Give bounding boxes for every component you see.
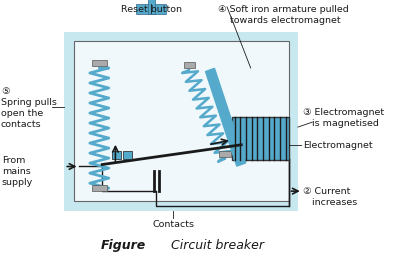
Text: Reset button: Reset button xyxy=(121,5,182,14)
Text: Electromagnet: Electromagnet xyxy=(303,141,372,150)
Bar xyxy=(112,151,121,159)
Text: Figure: Figure xyxy=(100,239,146,251)
Bar xyxy=(74,42,289,201)
Bar xyxy=(148,0,155,15)
Bar xyxy=(183,63,195,69)
Text: Circuit breaker: Circuit breaker xyxy=(171,239,264,251)
Bar xyxy=(123,151,133,159)
Text: From
mains
supply: From mains supply xyxy=(2,155,33,186)
Bar xyxy=(136,5,166,15)
Bar xyxy=(64,33,298,211)
Bar xyxy=(92,185,107,191)
Bar xyxy=(220,151,231,157)
Text: ③ Electromagnet
   is magnetised: ③ Electromagnet is magnetised xyxy=(303,108,384,128)
Text: ④ Soft iron armature pulled
    towards electromagnet: ④ Soft iron armature pulled towards elec… xyxy=(218,5,348,25)
Bar xyxy=(232,118,289,160)
Text: ② Current
   increases: ② Current increases xyxy=(303,186,357,207)
Bar xyxy=(92,61,107,67)
Polygon shape xyxy=(206,69,246,166)
Text: ⑤
Spring pulls
open the
contacts: ⑤ Spring pulls open the contacts xyxy=(1,86,57,129)
Text: Contacts: Contacts xyxy=(152,219,194,228)
